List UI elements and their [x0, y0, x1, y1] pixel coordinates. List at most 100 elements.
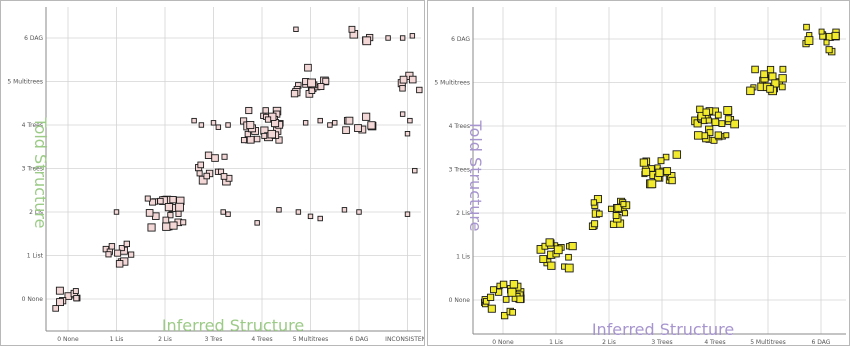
data-point: [779, 65, 787, 73]
data-point: [220, 173, 228, 180]
x-tick-label: 1 Lis: [549, 339, 563, 346]
data-point: [354, 124, 362, 132]
data-point: [672, 150, 682, 159]
left-chart-panel: 0 Nonе 1 Lis 2 Lis 3 Tres 4 Trees 5 Multitree…: [0, 0, 425, 346]
data-point: [539, 255, 548, 263]
data-point: [714, 111, 722, 119]
x-tick-label: INCONSISTENT: [385, 336, 425, 343]
data-point: [714, 131, 723, 139]
data-point: [317, 83, 325, 91]
data-point: [766, 65, 775, 74]
x-tick-label: 0 None: [492, 339, 514, 346]
y-tick-label: 6 DAG: [24, 35, 43, 42]
data-point: [565, 253, 572, 261]
data-point: [621, 210, 629, 217]
data-point: [482, 298, 490, 305]
data-point: [663, 167, 672, 175]
y-axis-title: Told Structure: [31, 117, 50, 229]
data-point-outlier: [295, 209, 302, 215]
data-point: [399, 75, 408, 84]
data-point-outlier: [254, 220, 260, 226]
data-point: [144, 195, 151, 202]
data-point: [507, 287, 517, 297]
y-tick-label: 2 Lis: [456, 210, 470, 217]
data-point: [766, 85, 774, 93]
data-point: [261, 132, 268, 139]
data-cluster: [536, 238, 577, 273]
data-point: [730, 119, 739, 129]
data-point: [746, 86, 755, 96]
data-point: [262, 107, 269, 114]
data-point: [831, 31, 840, 40]
data-point-outlier: [225, 122, 231, 128]
data-point-outlier: [404, 130, 411, 137]
data-point: [723, 132, 730, 139]
data-point: [147, 223, 156, 232]
data-point: [149, 198, 157, 206]
data-point: [73, 295, 80, 302]
data-point: [348, 25, 356, 33]
data-point: [169, 196, 177, 204]
data-point: [56, 298, 64, 307]
x-tick-label: 5 Multitrees: [293, 336, 329, 343]
data-point: [647, 179, 657, 189]
data-point: [778, 74, 787, 83]
data-point-outlier: [220, 209, 226, 215]
data-point: [718, 120, 726, 128]
data-point: [620, 201, 627, 208]
data-point: [164, 203, 173, 212]
data-cluster: [52, 286, 81, 312]
y-tick-label: 3 Trees: [22, 166, 43, 173]
data-point: [114, 249, 122, 257]
data-cluster: [639, 150, 682, 189]
data-cluster: [588, 195, 631, 230]
data-point: [345, 116, 354, 125]
data-point-outlier: [327, 122, 333, 128]
data-point: [509, 280, 519, 289]
data-point-outlier: [317, 117, 323, 124]
data-point: [204, 151, 213, 159]
data-cluster: [397, 71, 423, 94]
data-point: [245, 106, 253, 115]
data-point-outlier: [399, 35, 406, 41]
data-point: [547, 261, 556, 270]
data-point: [711, 118, 720, 126]
data-point: [591, 220, 599, 228]
data-point: [253, 135, 261, 143]
data-point: [760, 70, 768, 79]
data-point: [362, 36, 372, 46]
x-axis-title: Inferred Structure: [592, 320, 734, 339]
data-cluster: [290, 63, 330, 98]
data-point: [696, 105, 704, 113]
data-point: [264, 116, 272, 123]
data-point: [162, 222, 171, 231]
data-point: [723, 106, 733, 115]
data-point: [416, 86, 423, 94]
data-point: [509, 309, 516, 316]
data-point-outlier: [409, 33, 416, 39]
x-tick-label: 1 Lis: [110, 336, 124, 343]
data-point: [399, 85, 406, 92]
data-point: [290, 89, 299, 98]
data-point: [157, 197, 164, 205]
data-point: [244, 130, 251, 138]
data-point-outlier: [302, 120, 309, 126]
y-tick-label: 0 None: [449, 297, 471, 304]
data-point-outlier: [215, 124, 222, 130]
data-point: [657, 157, 665, 165]
data-point-outlier: [341, 207, 348, 213]
data-point: [486, 293, 495, 301]
data-point-outlier: [198, 122, 205, 128]
y-tick-label: 1 Lis: [456, 254, 470, 261]
data-cluster: [746, 65, 787, 96]
data-point: [568, 242, 577, 251]
right-chart-svg: 0 None 1 Lis 2 Lis 3 Trees 4 Trees 5 Multitre…: [434, 7, 846, 346]
data-point: [304, 63, 312, 72]
data-point: [145, 209, 154, 217]
data-point: [490, 286, 497, 294]
data-point: [105, 251, 112, 258]
y-tick-label: 5 Multitrees: [7, 79, 43, 86]
data-point: [221, 153, 228, 160]
right-chart-panel: 0 None 1 Lis 2 Lis 3 Trees 4 Trees 5 Multitre…: [427, 0, 850, 346]
data-point: [203, 172, 210, 180]
